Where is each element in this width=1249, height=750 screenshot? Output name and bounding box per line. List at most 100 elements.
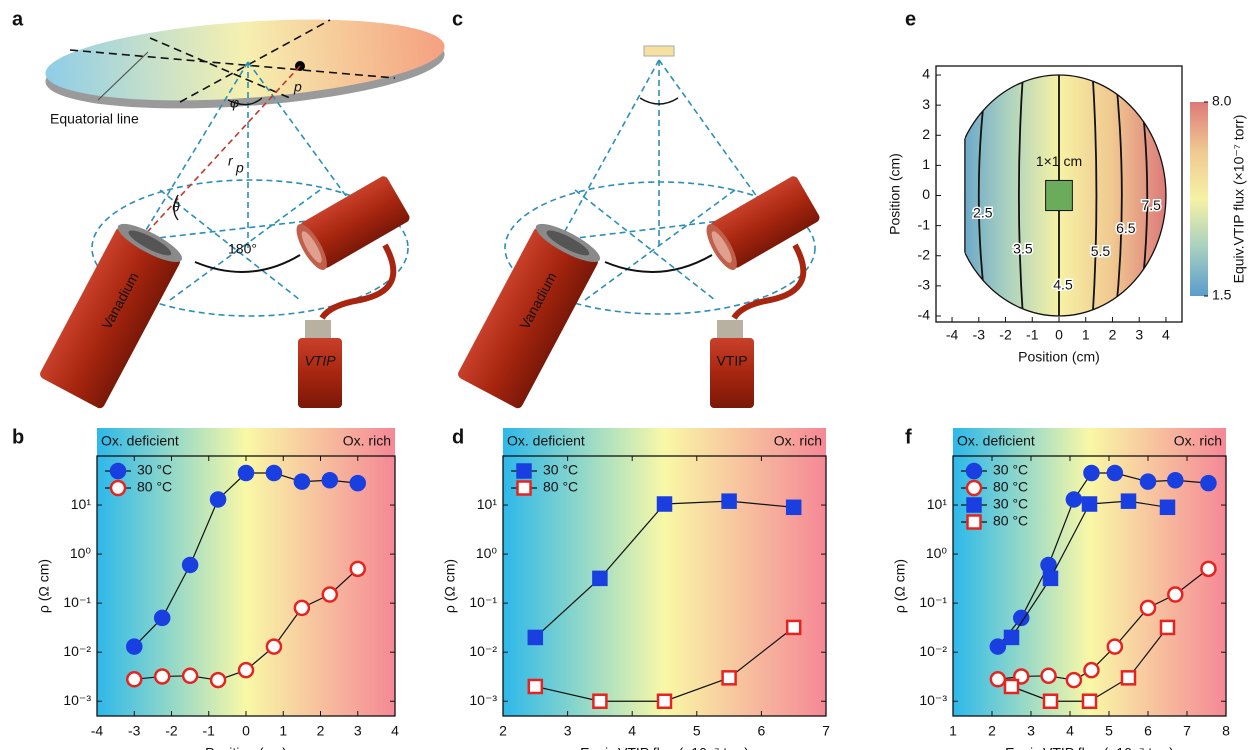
vtip-bottle — [298, 338, 342, 408]
marker — [1005, 631, 1018, 644]
marker — [183, 669, 197, 683]
x-axis-label: Position (cm) — [1018, 349, 1100, 365]
contour-label: 5.5 — [1091, 243, 1111, 259]
label: 180° — [228, 241, 257, 257]
y-tick-label: -1 — [918, 216, 931, 232]
x-tick-label: 2 — [499, 723, 507, 739]
marker — [295, 601, 309, 615]
marker — [1161, 501, 1174, 514]
y-tick-label: 2 — [922, 126, 930, 142]
x-tick-label: 5 — [1105, 723, 1113, 739]
legend-label: 30 °C — [993, 462, 1028, 478]
marker — [267, 640, 281, 654]
legend-label: 80 °C — [543, 479, 578, 495]
marker — [1084, 466, 1098, 480]
y-tick-label: 10⁻³ — [63, 692, 91, 708]
marker — [787, 621, 800, 634]
y-tick-label: 10⁻¹ — [919, 594, 947, 610]
label: VTIP — [716, 353, 747, 369]
x-tick-label: 4 — [391, 723, 399, 739]
y-tick-label: 10⁻³ — [919, 692, 947, 708]
y-tick-label: 10⁰ — [926, 545, 948, 561]
y-tick-label: 10⁰ — [476, 545, 498, 561]
x-tick-label: 1 — [1082, 327, 1090, 343]
contour-label: 6.5 — [1116, 220, 1136, 236]
y-tick-label: -2 — [918, 246, 931, 262]
marker — [968, 516, 981, 529]
contour-label: 4.5 — [1053, 277, 1073, 293]
contour-label: 2.5 — [973, 204, 993, 220]
x-tick-label: 8 — [1222, 723, 1230, 739]
marker — [787, 501, 800, 514]
label: p — [235, 160, 244, 176]
x-axis-label: Equiv.VTIP flux (×10⁻⁷ torr) — [580, 745, 749, 750]
marker — [239, 466, 253, 480]
marker — [723, 671, 736, 684]
diagram-c: Vanadium VTIP — [456, 46, 821, 410]
x-tick-label: -4 — [91, 723, 104, 739]
panel-label: a — [12, 8, 24, 30]
marker — [1084, 663, 1098, 677]
x-tick-label: 2 — [988, 723, 996, 739]
marker — [1005, 680, 1018, 693]
valve — [717, 320, 743, 338]
marker — [658, 498, 671, 511]
vanadium-source: Vanadium — [38, 217, 186, 410]
marker — [1141, 601, 1155, 615]
vtip-bottle — [710, 338, 754, 408]
x-tick-label: -1 — [1026, 327, 1039, 343]
x-tick-label: 3 — [564, 723, 572, 739]
marker — [1161, 621, 1174, 634]
y-tick-label: 10⁻² — [919, 643, 947, 659]
x-tick-label: 1 — [949, 723, 957, 739]
x-tick-label: -2 — [165, 723, 178, 739]
marker — [1083, 498, 1096, 511]
label: Equatorial line — [50, 111, 139, 127]
substrate — [43, 8, 447, 112]
x-tick-label: 6 — [1144, 723, 1152, 739]
marker — [155, 669, 169, 683]
substrate — [644, 46, 674, 56]
marker — [593, 572, 606, 585]
rotation-arrow — [605, 255, 712, 272]
marker — [723, 495, 736, 508]
annotation: Ox. deficient — [507, 433, 585, 449]
annotation: Ox. rich — [774, 433, 822, 449]
colorbar-tick-label: 8.0 — [1212, 93, 1232, 109]
y-tick-label: 1 — [922, 156, 930, 172]
y-tick-label: 10⁰ — [70, 545, 92, 561]
marker — [1108, 466, 1122, 480]
x-tick-label: -3 — [973, 327, 986, 343]
label: φ — [230, 95, 239, 111]
marker — [1141, 475, 1155, 489]
legend-label: 80 °C — [993, 479, 1028, 495]
legend-label: 30 °C — [137, 462, 172, 478]
x-tick-label: 7 — [822, 723, 830, 739]
marker — [518, 465, 531, 478]
colorbar — [1190, 102, 1208, 296]
y-axis-label: ρ (Ω cm) — [892, 559, 908, 613]
y-tick-label: 10⁻² — [63, 643, 91, 659]
x-tick-label: -1 — [203, 723, 216, 739]
marker — [1044, 572, 1057, 585]
marker — [211, 673, 225, 687]
annotation: Ox. deficient — [101, 433, 179, 449]
x-tick-label: 0 — [242, 723, 250, 739]
diagram-a: Equatorial line φ p r p θ 180° Vanadium … — [38, 8, 447, 410]
label: θ — [172, 199, 180, 215]
y-tick-label: 10⁻² — [469, 643, 497, 659]
x-axis-label: Equiv.VTIP flux (×10⁻⁷ torr) — [1005, 745, 1174, 750]
legend-label: 30 °C — [543, 462, 578, 478]
y-tick-label: 10⁻¹ — [63, 594, 91, 610]
panel-label: f — [905, 426, 912, 448]
x-tick-label: 7 — [1183, 723, 1191, 739]
annotation: Ox. rich — [343, 433, 391, 449]
marker — [967, 481, 981, 495]
marker — [1067, 492, 1081, 506]
marker — [127, 640, 141, 654]
x-tick-label: 3 — [1027, 723, 1035, 739]
marker — [351, 562, 365, 576]
legend-label: 80 °C — [137, 479, 172, 495]
sample-square — [1046, 180, 1073, 210]
marker — [183, 558, 197, 572]
